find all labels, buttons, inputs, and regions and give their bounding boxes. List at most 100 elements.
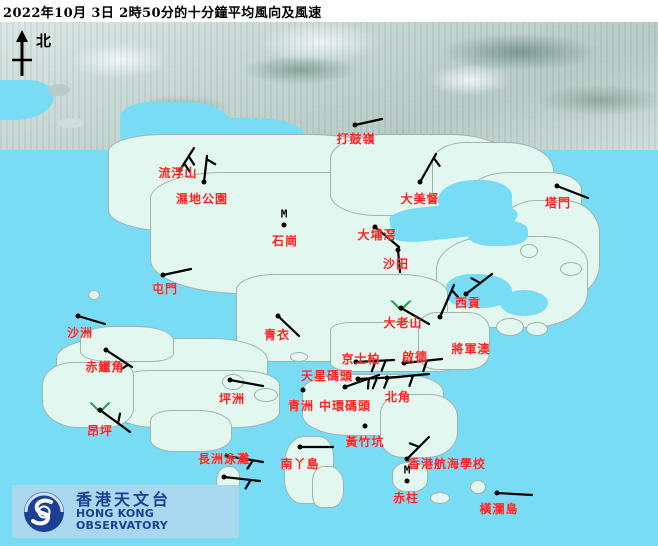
station-label-tuen-mun: 屯門 [151,282,179,296]
station-label-sai-kung: 西貢 [454,296,482,310]
wind-barb-chek-lap-kok [104,348,134,371]
station-label-tai-po-kau: 大埔滘 [357,228,397,242]
station-label-lamma-island: 南丫島 [280,457,320,471]
island-waglan [470,480,486,494]
map-canvas[interactable]: 北 流浮山 濕地公園 打鼓嶺 M 石崗 大美督 塔門 大埔滘 沙田 屯門 西貢 青衣 大老山 將軍澳 沙洲赤… [0,22,658,546]
station-marker-tseung-kwan-o[interactable] [437,314,443,320]
station-label-stanley: 赤柱 [392,491,420,505]
hko-logo: 香港天文台 HONG KONG OBSERVATORY [12,485,239,538]
tolo-channel-water [468,220,528,246]
station-label-wetland-park: 濕地公園 [175,192,229,206]
calm-wind-marker: M [280,207,288,221]
land-stanley-peninsula [392,462,428,492]
station-marker-cheung-chau-beach[interactable] [224,453,230,459]
station-marker-tsing-yi[interactable] [275,313,281,319]
wind-barb-ngong-ping [98,408,132,434]
wind-barb-star-ferry [356,375,402,390]
wind-barb-peng-chau [228,378,265,388]
station-marker-shek-kong[interactable] [281,222,287,228]
station-marker-stanley[interactable] [404,478,410,484]
hko-logo-icon [24,491,64,532]
station-marker-star-ferry[interactable] [355,376,361,382]
island-tap-mun [520,244,538,258]
station-marker-hk-sea-school[interactable] [404,456,410,462]
wind-barb-tai-po-kau [373,225,401,249]
wind-barb-tates-cairn [399,306,431,326]
wind-barb-tuen-mun [161,267,193,277]
station-marker-north-point[interactable] [384,375,390,381]
station-label-cheung-chau-beach: 長洲泳灘 [197,452,251,466]
station-label-green-island: 青洲 [287,399,315,413]
wind-barb-sha-tin [396,248,402,274]
station-marker-central-pier[interactable] [342,384,348,390]
station-marker-tuen-mun[interactable] [160,272,166,278]
station-label-ngong-ping: 昂坪 [86,424,114,438]
island-lamma-south [312,466,344,508]
station-label-ta-kwu-ling: 打鼓嶺 [336,132,376,146]
island-islet-ne [560,262,582,276]
station-label-sha-tin: 沙田 [382,257,410,271]
land-chek-lap-kok-airport [80,326,174,362]
station-label-tai-mei-tuk: 大美督 [400,192,440,206]
wind-barb-sai-kung [464,272,494,296]
station-marker-tai-mei-tuk[interactable] [417,179,423,185]
station-label-chek-lap-kok: 赤鱲角 [85,360,125,374]
station-marker-peng-chau[interactable] [227,377,233,383]
wind-barb-cheung-chau [222,475,262,490]
island-sha-chau [88,290,100,300]
station-label-star-ferry: 天星碼頭 [300,369,354,383]
wind-barb-ta-kwu-ling [353,117,384,127]
station-marker-wong-chuk-hang[interactable] [362,423,368,429]
wind-barb-kings-park [354,358,396,373]
port-shelter-water [500,290,548,316]
north-label: 北 [36,32,52,50]
station-marker-lau-fau-shan[interactable] [177,167,183,173]
station-marker-sha-tin[interactable] [395,247,401,253]
island-islet-se [526,322,548,336]
island-kau-sai-chau [496,318,524,336]
station-marker-chek-lap-kok[interactable] [103,347,109,353]
hko-logo-chinese: 香港天文台 [76,489,172,509]
station-marker-ta-kwu-ling[interactable] [352,122,358,128]
wind-barb-tseung-kwan-o [438,283,460,319]
station-marker-tap-mun[interactable] [554,183,560,189]
station-marker-cheung-chau[interactable] [221,474,227,480]
station-marker-lamma-island[interactable] [297,444,303,450]
station-marker-tates-cairn[interactable] [398,305,404,311]
page-title: 2022年10月 3日 2時50分的十分鐘平均風向及風速 [3,6,322,21]
north-arrow: 北 [8,28,64,82]
station-label-wong-chuk-hang: 黃竹坑 [345,435,385,449]
station-marker-wetland-park[interactable] [201,179,207,185]
wind-barb-central-pier [343,373,381,390]
station-label-central-pier: 中環碼頭 [318,399,372,413]
station-marker-sai-kung[interactable] [463,291,469,297]
hko-logo-english: HONG KONG OBSERVATORY [76,507,168,532]
island-po-toi [430,492,450,504]
mainland-islet-a [48,84,70,96]
wind-barb-wetland-park [202,154,217,184]
island-stonecutters [290,352,308,362]
station-marker-waglan-island[interactable] [494,490,500,496]
wind-barbs-layer [76,117,590,497]
station-label-peng-chau: 坪洲 [218,392,246,406]
station-marker-tai-po-kau[interactable] [372,224,378,230]
station-label-shek-kong: 石崗 [271,234,299,248]
wind-barb-waglan-island [495,491,534,497]
wind-barb-tsing-yi [276,314,301,338]
land-lantau-south [150,410,232,452]
plover-cove-water [438,180,512,220]
station-marker-kings-park[interactable] [353,359,359,365]
wind-barb-tap-mun [555,184,590,200]
station-marker-kai-tak[interactable] [401,360,407,366]
station-marker-sha-chau[interactable] [75,313,81,319]
wind-barb-cheung-chau-beach [225,454,265,470]
station-label-kings-park: 京士柏 [341,352,381,366]
station-label-tap-mun: 塔門 [544,196,572,210]
station-marker-ngong-ping[interactable] [97,407,103,413]
wind-barb-north-point [385,372,431,388]
station-label-hk-sea-school: 香港航海學校 [407,457,487,471]
wind-barb-sha-chau [76,314,107,326]
wind-barb-tai-mei-tuk [418,152,441,184]
station-marker-green-island[interactable] [300,387,306,393]
